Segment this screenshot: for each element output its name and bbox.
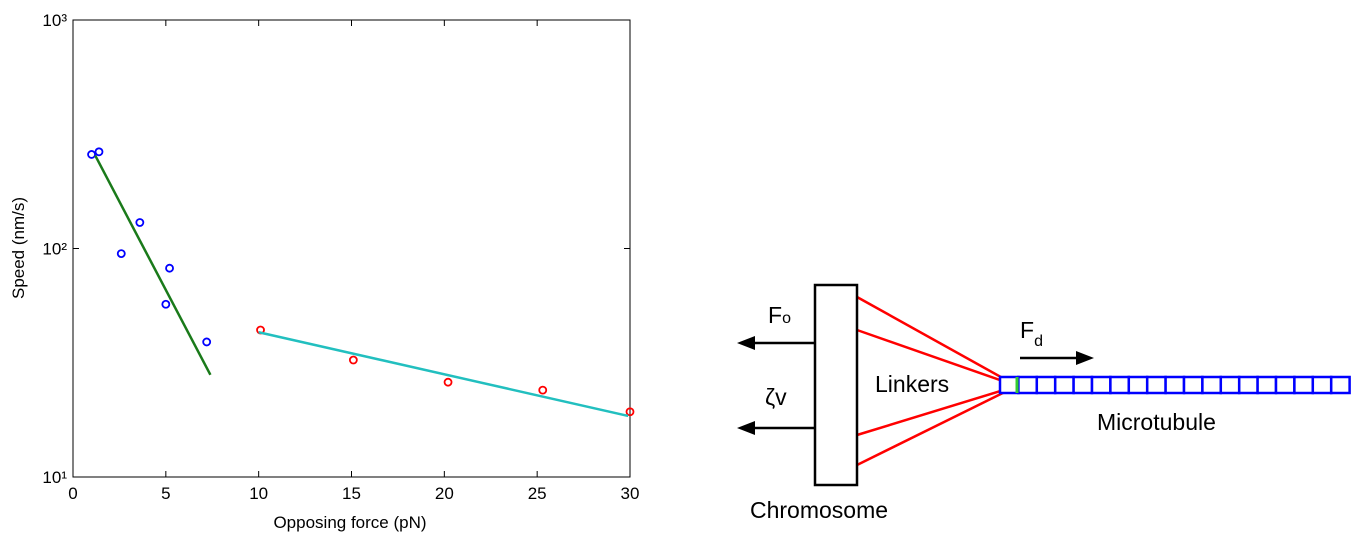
y-axis-label: Speed (nm/s): [9, 197, 28, 299]
data-point: [135, 218, 145, 227]
tubulin: [1109, 375, 1131, 395]
subscript: d: [1034, 333, 1043, 350]
tubulin: [1219, 375, 1241, 395]
tubulin: [1164, 375, 1186, 395]
subscript: o: [782, 310, 791, 327]
chromosome-box: [813, 283, 859, 487]
symbol: F: [1020, 317, 1034, 343]
arrow-head: [737, 421, 755, 435]
fit-line: [94, 155, 212, 376]
data-point: [625, 407, 635, 417]
data-point: [87, 150, 96, 159]
force-label: Fo: [768, 302, 791, 328]
microtubule-label: Microtubule: [1097, 409, 1216, 435]
tubulin: [1127, 375, 1149, 395]
linker: [856, 384, 1018, 467]
tubulin: [1256, 375, 1278, 395]
tubulin: [1311, 375, 1333, 395]
x-tick-label: 30: [621, 484, 640, 503]
tubulin: [1237, 375, 1259, 395]
arrow-head: [1076, 351, 1094, 365]
plot-frame: [72, 19, 631, 478]
x-tick-label: 20: [435, 484, 454, 503]
linker: [856, 384, 1018, 437]
y-tick-label: 10³: [42, 11, 67, 30]
tubulin: [1145, 375, 1167, 395]
tubulin: [1035, 375, 1057, 395]
arrow-head: [737, 336, 755, 350]
linkers-label: Linkers: [875, 371, 949, 397]
tubulin: [1201, 375, 1223, 395]
data-point: [202, 337, 212, 347]
tubulin: [1072, 375, 1094, 395]
symbol: F: [768, 302, 782, 328]
y-tick-label: 10¹: [42, 468, 67, 487]
data-point: [116, 249, 126, 258]
x-tick-label: 0: [68, 484, 77, 503]
x-tick-label: 15: [342, 484, 361, 503]
tubulin: [1053, 375, 1075, 395]
linker: [856, 295, 1018, 388]
data-point: [443, 377, 453, 387]
data-point: [94, 147, 104, 157]
x-tick-label: 10: [249, 484, 268, 503]
data-point: [165, 263, 174, 273]
x-axis-label: Opposing force (pN): [273, 513, 426, 532]
force-label: Fd: [1020, 317, 1043, 350]
drag-label: ζv: [765, 384, 787, 410]
data-point: [348, 355, 358, 365]
chromosome-label: Chromosome: [750, 497, 888, 523]
x-tick-label: 5: [161, 484, 170, 503]
linker: [856, 328, 1018, 388]
y-tick-label: 10²: [42, 240, 67, 259]
x-tick-label: 25: [528, 484, 547, 503]
data-point: [538, 385, 548, 395]
tubulin: [1329, 375, 1351, 395]
fit-line: [258, 331, 629, 418]
tubulin: [1293, 375, 1315, 395]
diagram: Fo ζv Linkers Fd Microtubule Chromosome: [737, 283, 1351, 523]
microtubule: [998, 375, 1351, 395]
tubulin: [1017, 375, 1039, 395]
data-point: [161, 299, 171, 309]
tubulin: [1182, 375, 1204, 395]
tubulin: [1090, 375, 1112, 395]
tubulin: [1274, 375, 1296, 395]
